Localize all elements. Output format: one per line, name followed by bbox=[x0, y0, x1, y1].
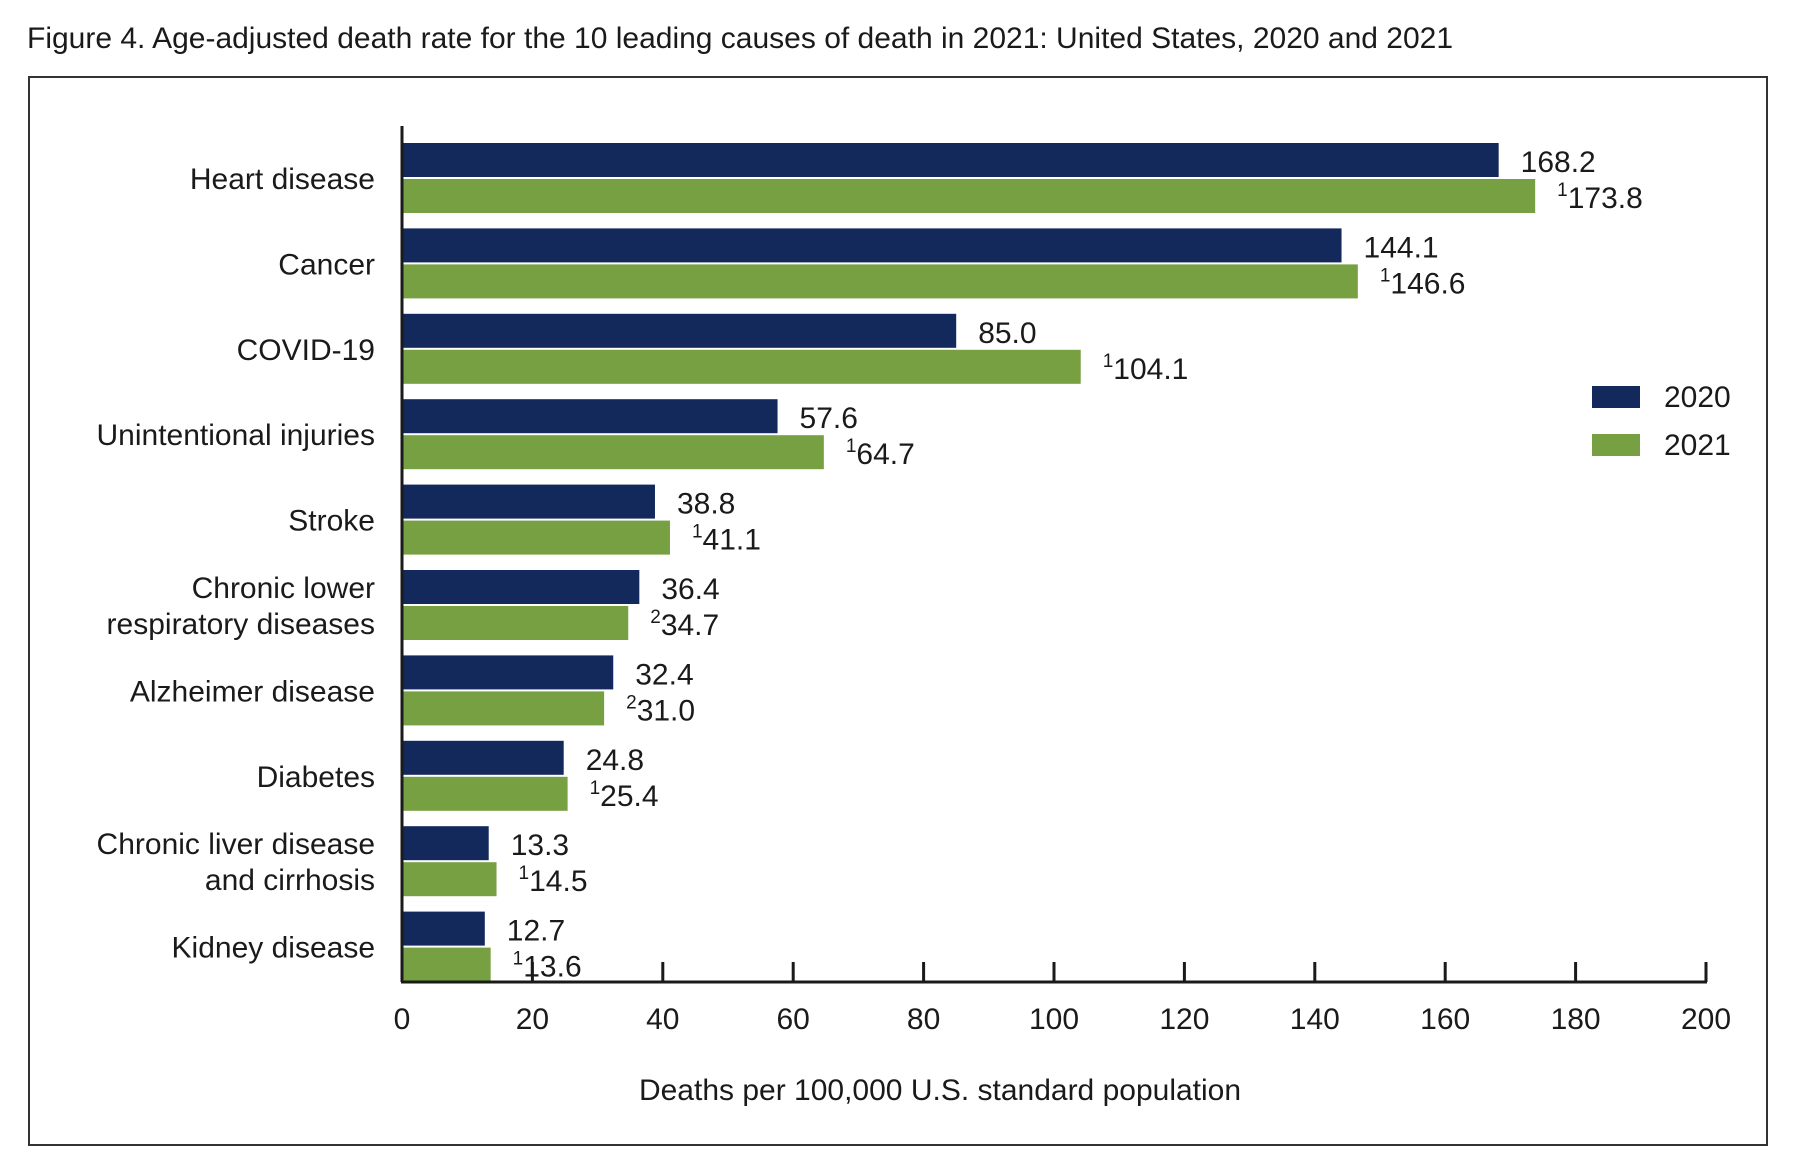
bar-2021-8 bbox=[402, 862, 497, 897]
bar-2021-6 bbox=[402, 691, 605, 726]
chart-frame bbox=[28, 76, 1768, 1146]
bar-2021-9 bbox=[402, 947, 491, 982]
data-label-2020-9: 12.7 bbox=[507, 915, 565, 948]
x-axis: 0 20 40 60 80 100 120 140 160 180 200 bbox=[394, 126, 1731, 1036]
data-label-2021-0: 1173.8 bbox=[1557, 180, 1643, 215]
category-label-0-0: Heart disease bbox=[190, 163, 375, 196]
footnote-marker: 1 bbox=[590, 778, 601, 799]
data-label-value: 146.6 bbox=[1390, 267, 1465, 300]
x-axis-label: Deaths per 100,000 U.S. standard populat… bbox=[639, 1074, 1241, 1107]
bars-layer: 168.21173.8144.11146.685.01104.157.6164.… bbox=[402, 143, 1643, 984]
bar-2020-1 bbox=[402, 228, 1342, 263]
data-label-value: 64.7 bbox=[856, 438, 914, 471]
data-label-2020-0: 168.2 bbox=[1521, 146, 1596, 179]
bar-2020-3 bbox=[402, 399, 778, 434]
category-label-2-0: COVID-19 bbox=[237, 334, 375, 367]
bar-2020-5 bbox=[402, 570, 640, 604]
legend: 2020 2021 bbox=[1592, 381, 1731, 462]
x-tick-label-200: 200 bbox=[1681, 1003, 1731, 1036]
data-label-value: 41.1 bbox=[703, 524, 761, 557]
category-label-7-0: Diabetes bbox=[257, 761, 375, 794]
data-label-2020-5: 36.4 bbox=[661, 573, 719, 606]
footnote-marker: 2 bbox=[626, 692, 637, 713]
bar-2020-8 bbox=[402, 826, 489, 861]
category-label-8-1: and cirrhosis bbox=[205, 864, 375, 897]
x-tick-label-80: 80 bbox=[907, 1003, 940, 1036]
footnote-marker: 1 bbox=[846, 436, 857, 457]
bar-2020-9 bbox=[402, 911, 485, 946]
data-label-2020-4: 38.8 bbox=[677, 488, 735, 521]
bar-2020-0 bbox=[402, 143, 1499, 177]
footnote-marker: 1 bbox=[519, 863, 530, 884]
bar-2020-2 bbox=[402, 313, 957, 348]
data-label-2021-1: 1146.6 bbox=[1380, 265, 1466, 300]
bar-2021-7 bbox=[402, 776, 568, 811]
chart-title: Figure 4. Age-adjusted death rate for th… bbox=[27, 22, 1454, 55]
footnote-marker: 1 bbox=[692, 522, 703, 543]
data-label-value: 31.0 bbox=[637, 694, 695, 727]
data-label-2020-1: 144.1 bbox=[1364, 231, 1439, 264]
bar-2020-4 bbox=[402, 484, 655, 519]
data-label-2020-8: 13.3 bbox=[511, 829, 569, 862]
bar-2020-7 bbox=[402, 740, 564, 775]
legend-label-2020: 2020 bbox=[1664, 381, 1731, 414]
data-label-2021-8: 114.5 bbox=[519, 863, 588, 898]
category-label-3-0: Unintentional injuries bbox=[97, 419, 376, 452]
bar-2021-2 bbox=[402, 349, 1081, 384]
data-label-2021-4: 141.1 bbox=[692, 522, 761, 557]
category-labels: Heart disease Cancer COVID-19 Unintentional… bbox=[97, 163, 376, 965]
x-tick-label-40: 40 bbox=[646, 1003, 679, 1036]
footnote-marker: 1 bbox=[1557, 180, 1568, 201]
x-tick-label-180: 180 bbox=[1551, 1003, 1601, 1036]
category-label-5-1: respiratory diseases bbox=[107, 608, 375, 641]
legend-swatch-2020 bbox=[1592, 386, 1640, 408]
bar-2021-3 bbox=[402, 435, 824, 470]
data-label-value: 25.4 bbox=[600, 780, 658, 813]
x-tick-label-140: 140 bbox=[1290, 1003, 1340, 1036]
data-label-2020-6: 32.4 bbox=[635, 658, 693, 691]
footnote-marker: 1 bbox=[513, 949, 524, 970]
data-label-value: 173.8 bbox=[1568, 182, 1643, 215]
legend-swatch-2021 bbox=[1592, 434, 1640, 456]
bar-2021-4 bbox=[402, 520, 670, 555]
data-label-2021-3: 164.7 bbox=[846, 436, 915, 471]
data-label-value: 34.7 bbox=[661, 609, 719, 642]
data-label-2021-9: 113.6 bbox=[513, 949, 582, 984]
x-tick-label-20: 20 bbox=[516, 1003, 549, 1036]
category-label-6-0: Alzheimer disease bbox=[130, 675, 375, 708]
data-label-2021-7: 125.4 bbox=[590, 778, 659, 813]
bar-2021-0 bbox=[402, 179, 1536, 213]
category-label-1-0: Cancer bbox=[278, 248, 375, 281]
x-tick-label-120: 120 bbox=[1159, 1003, 1209, 1036]
data-label-2020-3: 57.6 bbox=[800, 402, 858, 435]
category-label-4-0: Stroke bbox=[288, 505, 375, 538]
data-label-2021-5: 234.7 bbox=[650, 607, 719, 642]
footnote-marker: 2 bbox=[650, 607, 661, 628]
data-label-value: 104.1 bbox=[1113, 353, 1188, 386]
bar-2021-5 bbox=[402, 606, 629, 640]
bar-2020-6 bbox=[402, 655, 614, 690]
data-label-value: 14.5 bbox=[529, 865, 587, 898]
category-label-8-0: Chronic liver disease bbox=[97, 828, 375, 861]
x-tick-label-60: 60 bbox=[777, 1003, 810, 1036]
x-tick-label-100: 100 bbox=[1029, 1003, 1079, 1036]
data-label-2021-2: 1104.1 bbox=[1103, 351, 1189, 386]
footnote-marker: 1 bbox=[1380, 265, 1391, 286]
bar-2021-1 bbox=[402, 264, 1358, 299]
footnote-marker: 1 bbox=[1103, 351, 1114, 372]
data-label-2021-6: 231.0 bbox=[626, 692, 695, 727]
data-label-2020-2: 85.0 bbox=[978, 317, 1036, 350]
category-label-9-0: Kidney disease bbox=[172, 932, 375, 965]
x-tick-label-160: 160 bbox=[1420, 1003, 1470, 1036]
x-tick-label-0: 0 bbox=[394, 1003, 411, 1036]
legend-label-2021: 2021 bbox=[1664, 429, 1731, 462]
data-label-2020-7: 24.8 bbox=[586, 744, 644, 777]
category-label-5-0: Chronic lower bbox=[192, 572, 375, 605]
